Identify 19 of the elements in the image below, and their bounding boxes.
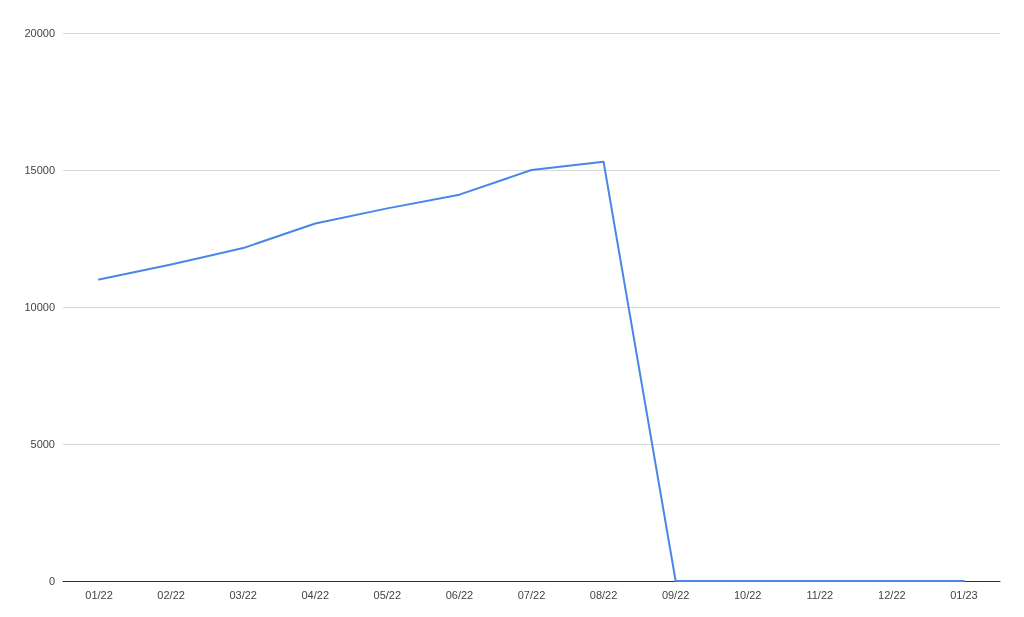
x-tick-label: 11/22 <box>806 588 834 601</box>
y-tick-label: 10000 <box>24 301 55 313</box>
x-tick-label: 07/22 <box>517 588 546 601</box>
y-tick-label: 5000 <box>30 438 55 450</box>
x-tick-label: 01/23 <box>950 588 978 601</box>
y-tick-label: 20000 <box>24 27 55 39</box>
x-tick-label: 05/22 <box>373 588 402 601</box>
y-tick-label: 0 <box>48 575 55 587</box>
x-tick-label: 08/22 <box>589 588 618 601</box>
x-tick-label: 12/22 <box>878 588 906 601</box>
x-tick-label: 01/22 <box>85 588 113 601</box>
line-series <box>98 160 965 582</box>
x-tick-label: 10/22 <box>733 588 762 601</box>
x-tick-label: 02/22 <box>157 588 185 601</box>
x-tick-label: 06/22 <box>445 588 474 601</box>
x-tick-label: 04/22 <box>301 588 330 601</box>
y-tick-label: 15000 <box>24 164 55 176</box>
x-tick-label: 09/22 <box>661 588 690 601</box>
x-tick-label: 03/22 <box>229 588 257 601</box>
